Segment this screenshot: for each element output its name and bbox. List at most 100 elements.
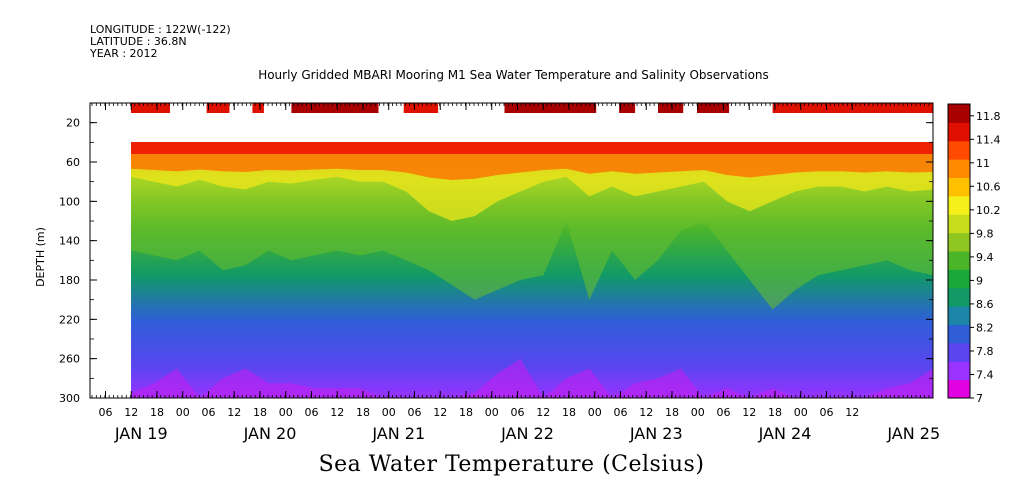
- y-tick-label: 60: [66, 156, 80, 169]
- colorbar-swatch: [948, 324, 970, 344]
- y-axis-label: DEPTH (m): [34, 227, 47, 287]
- x-axis-label: Sea Water Temperature (Celsius): [318, 452, 705, 477]
- colorbar-swatch: [948, 159, 970, 179]
- surface-bars: [131, 103, 933, 113]
- x-tick-label: 06: [717, 406, 731, 419]
- x-tick-label: 12: [433, 406, 447, 419]
- surface-temperature-bar: [772, 103, 933, 113]
- plot-frame: [89, 102, 934, 399]
- x-tick-label: 12: [639, 406, 653, 419]
- x-tick-label: 00: [279, 406, 293, 419]
- colorbar-label: 10.2: [976, 204, 1001, 217]
- surface-temperature-bar: [658, 103, 684, 113]
- colorbar-swatch: [948, 342, 970, 362]
- x-tick-label: 06: [305, 406, 319, 419]
- surface-temperature-bar: [131, 103, 170, 113]
- colorbar-swatch: [948, 140, 970, 160]
- x-tick-label: 12: [330, 406, 344, 419]
- colorbar-swatch: [948, 232, 970, 252]
- surface-temperature-bar: [403, 103, 439, 113]
- surface-temperature-bar: [619, 103, 636, 113]
- x-tick-label: 12: [227, 406, 241, 419]
- colorbar-label: 11.4: [976, 133, 1001, 146]
- x-tick-label: 06: [202, 406, 216, 419]
- cold-bottom-layer: [131, 358, 933, 398]
- x-tick-label: 00: [691, 406, 705, 419]
- colorbar-swatch: [948, 251, 970, 270]
- colorbar-swatch: [948, 287, 970, 307]
- colorbar-label: 10.6: [976, 180, 1001, 193]
- colorbar-label: 9: [976, 274, 983, 287]
- longitude-label: LONGITUDE : 122W(-122): [90, 23, 231, 36]
- surface-layer: [131, 142, 933, 154]
- colorbar-label: 9.4: [976, 251, 994, 264]
- latitude-label: LATITUDE : 36.8N: [90, 35, 187, 48]
- colorbar-label: 11.8: [976, 110, 1001, 123]
- x-tick-label: 18: [665, 406, 679, 419]
- y-tick-label: 260: [59, 353, 80, 366]
- chart-title: Hourly Gridded MBARI Mooring M1 Sea Wate…: [258, 68, 769, 82]
- y-tick-label: 300: [59, 392, 80, 405]
- surface-temperature-bar: [206, 103, 230, 113]
- heatmap-area: [131, 142, 933, 398]
- colorbar-swatch: [948, 122, 970, 142]
- x-tick-label: 18: [253, 406, 267, 419]
- surface-temperature-bar: [252, 103, 264, 113]
- surface-temperature-bar: [291, 103, 379, 113]
- colorbar-frame: [947, 103, 971, 399]
- x-tick-label: 06: [511, 406, 525, 419]
- y-tick-label: 180: [59, 274, 80, 287]
- x-tick-label: 12: [124, 406, 138, 419]
- colorbar-swatch: [948, 379, 970, 399]
- colorbar-swatch: [948, 104, 970, 123]
- colorbar-label: 7: [976, 392, 983, 405]
- colorbar: 11.8 11.4 11 10.6 10.2 9.8 9.4 9 8.6 8.2 7.8 7.4 7: [947, 103, 1001, 405]
- x-axis: 06 12 18 00 06 12 18 00 06 12 18 00 06 12 18 00 06 12 18 00…: [91, 103, 940, 443]
- colorbar-label: 8.6: [976, 298, 994, 311]
- colorbar-label: 8.2: [976, 321, 994, 334]
- y-tick-label: 140: [59, 235, 80, 248]
- year-label: YEAR : 2012: [90, 47, 158, 60]
- x-tick-label: 06: [408, 406, 422, 419]
- x-day-label: JAN 20: [243, 424, 297, 443]
- x-tick-label: 12: [742, 406, 756, 419]
- x-tick-label: 00: [176, 406, 190, 419]
- x-tick-label: 06: [99, 406, 113, 419]
- colorbar-swatch: [948, 269, 970, 289]
- colorbar-label: 11: [976, 157, 990, 170]
- x-tick-label: 18: [562, 406, 576, 419]
- x-day-label: JAN 24: [758, 424, 812, 443]
- x-tick-label: 12: [845, 406, 859, 419]
- x-tick-label: 18: [356, 406, 370, 419]
- x-tick-label: 06: [614, 406, 628, 419]
- x-tick-label: 18: [459, 406, 473, 419]
- colorbar-swatch: [948, 361, 970, 381]
- colorbar-label: 7.8: [976, 345, 994, 358]
- surface-temperature-bar: [504, 103, 597, 113]
- x-tick-label: 12: [536, 406, 550, 419]
- x-day-label: JAN 21: [371, 424, 425, 443]
- colorbar-swatch: [948, 177, 970, 197]
- x-tick-label: 18: [150, 406, 164, 419]
- colorbar-swatch: [948, 306, 970, 326]
- colorbar-swatch: [948, 214, 970, 234]
- x-tick-label: 06: [820, 406, 834, 419]
- colorbar-label: 7.4: [976, 369, 994, 382]
- surface-temperature-bar: [697, 103, 730, 113]
- x-tick-label: 00: [485, 406, 499, 419]
- colorbar-label: 9.8: [976, 227, 994, 240]
- x-tick-label: 00: [794, 406, 808, 419]
- x-day-label: JAN 19: [114, 424, 168, 443]
- x-tick-label: 00: [588, 406, 602, 419]
- y-tick-label: 220: [59, 313, 80, 326]
- y-tick-label: 100: [59, 195, 80, 208]
- x-tick-label: 00: [382, 406, 396, 419]
- x-tick-label: 18: [768, 406, 782, 419]
- x-day-label: JAN 22: [500, 424, 554, 443]
- x-day-label: JAN 25: [886, 424, 940, 443]
- x-day-label: JAN 23: [629, 424, 683, 443]
- y-axis: 20 60 100 140 180 220 260 300: [59, 102, 933, 405]
- colorbar-swatch: [948, 195, 970, 215]
- y-tick-label: 20: [66, 117, 80, 130]
